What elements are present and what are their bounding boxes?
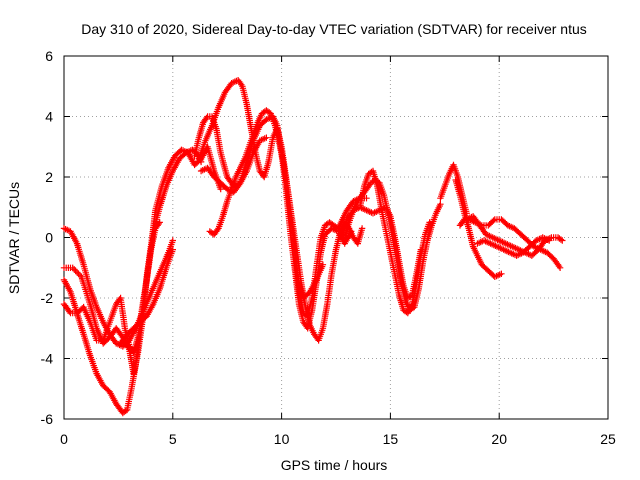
series-arc-14	[437, 161, 470, 217]
y-tick-label: -6	[41, 411, 54, 427]
x-tick-label: 25	[600, 431, 616, 447]
plus-marker-trace	[117, 246, 176, 347]
axis-ticks	[63, 55, 609, 420]
series-arc-9	[206, 107, 366, 344]
x-tick-label: 20	[491, 431, 507, 447]
plus-marker-trace	[474, 234, 553, 259]
x-tick-label: 15	[383, 431, 399, 447]
y-tick-label: -2	[41, 290, 54, 306]
tick-labels: 0 5 10 15 20 25 -6 -4 -2 0 2 4 6	[41, 48, 616, 447]
y-tick-label: 4	[45, 109, 53, 125]
plus-marker-trace	[437, 161, 470, 217]
y-axis-label: SDTVAR / TECUs	[6, 182, 22, 294]
series-arc-5	[117, 246, 176, 347]
plus-marker-trace	[206, 107, 366, 344]
plus-marker-trace	[291, 195, 370, 320]
plus-marker-trace	[195, 77, 327, 302]
x-axis-label: GPS time / hours	[281, 457, 388, 473]
series-arc-13	[339, 204, 425, 302]
y-tick-label: 2	[45, 169, 53, 185]
y-tick-label: 0	[45, 230, 53, 246]
series-arc-15	[452, 176, 505, 280]
chart-title: Day 310 of 2020, Sidereal Day-to-day VTE…	[81, 21, 587, 37]
series-arc-18	[474, 234, 553, 259]
y-tick-label: 6	[45, 48, 53, 64]
plus-marker-trace	[452, 176, 505, 280]
plus-marker-trace	[339, 204, 425, 302]
y-tick-label: -4	[41, 351, 54, 367]
x-tick-label: 5	[169, 431, 177, 447]
x-tick-label: 0	[60, 431, 68, 447]
series-arc-7	[195, 77, 327, 302]
series-arc-10	[291, 195, 370, 320]
x-tick-label: 10	[274, 431, 290, 447]
data-series	[60, 77, 566, 417]
